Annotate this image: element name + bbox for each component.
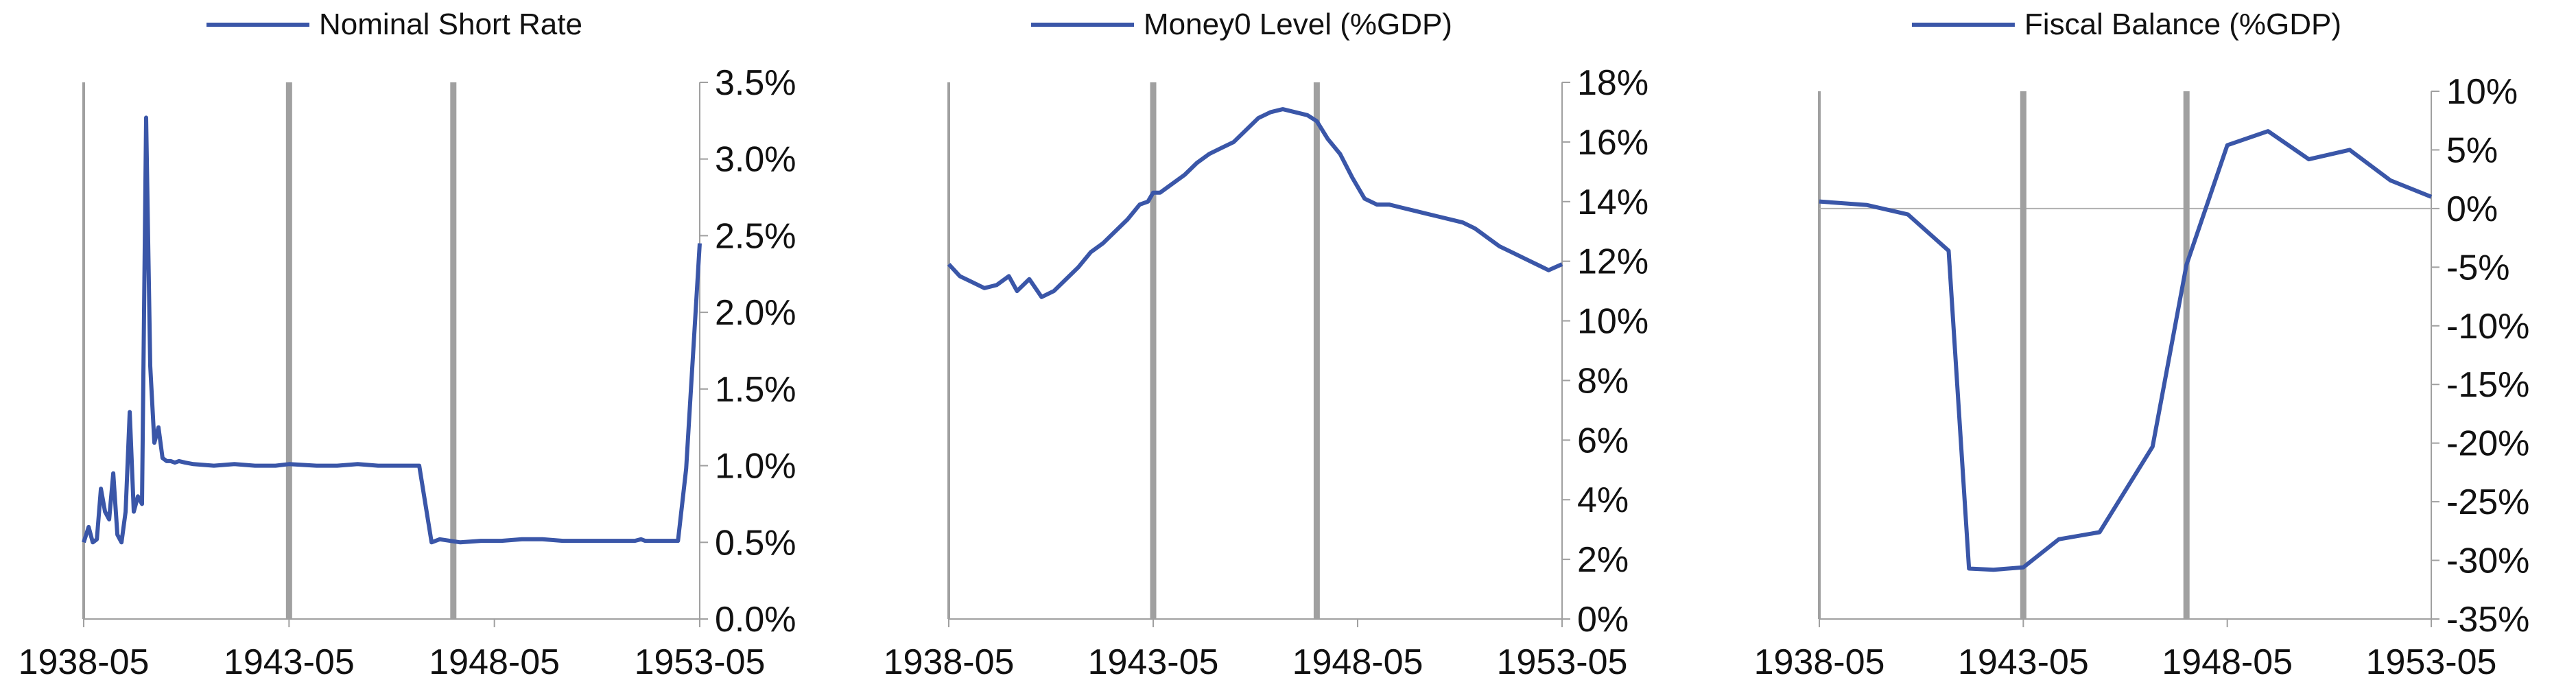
x-tick-label: 1948-05 [2162, 642, 2293, 682]
series-line [1819, 129, 2433, 572]
legend-label: Money0 Level (%GDP) [1144, 8, 1452, 41]
y-tick-label: 16% [1577, 123, 1649, 163]
x-tick-label: 1953-05 [1497, 642, 1628, 682]
y-tick-label: -5% [2446, 248, 2509, 288]
y-tick-label: 18% [1577, 63, 1649, 103]
y-tick-label: 0.5% [715, 523, 796, 563]
legend-label: Nominal Short Rate [319, 8, 582, 41]
y-tick-label: -30% [2446, 541, 2529, 581]
y-tick-label: 12% [1577, 242, 1649, 282]
legend: Money0 Level (%GDP) [1031, 8, 1452, 41]
x-tick-label: 1948-05 [429, 642, 560, 682]
y-tick-label: 0% [1577, 600, 1629, 640]
y-tick-label: 4% [1577, 480, 1629, 520]
y-tick-label: 14% [1577, 183, 1649, 222]
y-tick-label: 3.0% [715, 140, 796, 180]
y-tick-label: 8% [1577, 361, 1629, 401]
y-tick-label: 2.0% [715, 293, 796, 333]
x-tick-label: 1953-05 [635, 642, 766, 682]
x-tick-label: 1943-05 [1958, 642, 2089, 682]
y-tick-label: -35% [2446, 600, 2529, 640]
x-tick-label: 1943-05 [1088, 642, 1219, 682]
series-line [82, 115, 702, 545]
x-tick-label: 1953-05 [2366, 642, 2497, 682]
y-tick-label: 0.0% [715, 600, 796, 640]
y-tick-label: -25% [2446, 482, 2529, 522]
legend: Nominal Short Rate [206, 8, 582, 41]
y-tick-label: 1.5% [715, 370, 796, 410]
legend-label: Fiscal Balance (%GDP) [2024, 8, 2341, 41]
series-line [947, 107, 1563, 299]
y-tick-label: 1.0% [715, 447, 796, 487]
x-tick-label: 1938-05 [1754, 642, 1885, 682]
y-tick-label: 2% [1577, 540, 1629, 580]
y-tick-label: 10% [2446, 72, 2518, 112]
y-tick-label: 10% [1577, 302, 1649, 342]
legend: Fiscal Balance (%GDP) [1911, 8, 2341, 41]
chart-panel-2: 18% 16% 14% 12% 10% 8% 6% 4% 2% 0% 1938-05 1943-05 1… [884, 8, 1649, 682]
y-tick-label: -10% [2446, 307, 2529, 347]
y-tick-label: -20% [2446, 424, 2529, 464]
y-tick-label: 5% [2446, 130, 2498, 170]
x-tick-label: 1938-05 [19, 642, 150, 682]
y-tick-label: 3.5% [715, 63, 796, 103]
y-tick-label: 0% [2446, 189, 2498, 229]
chart-panel-1: 3.5% 3.0% 2.5% 2.0% 1.5% 1.0% 0.5% 0.0% 1938-05 1… [19, 8, 796, 682]
x-tick-label: 1943-05 [224, 642, 355, 682]
y-tick-label: 2.5% [715, 216, 796, 256]
y-tick-label: -15% [2446, 365, 2529, 405]
chart-panel-3: 10% 5% 0% -5% -10% -15% -20% -25% -30% -35% 1938-0… [1754, 8, 2530, 682]
x-tick-label: 1948-05 [1292, 642, 1423, 682]
y-tick-label: 6% [1577, 421, 1629, 460]
x-tick-label: 1938-05 [884, 642, 1015, 682]
